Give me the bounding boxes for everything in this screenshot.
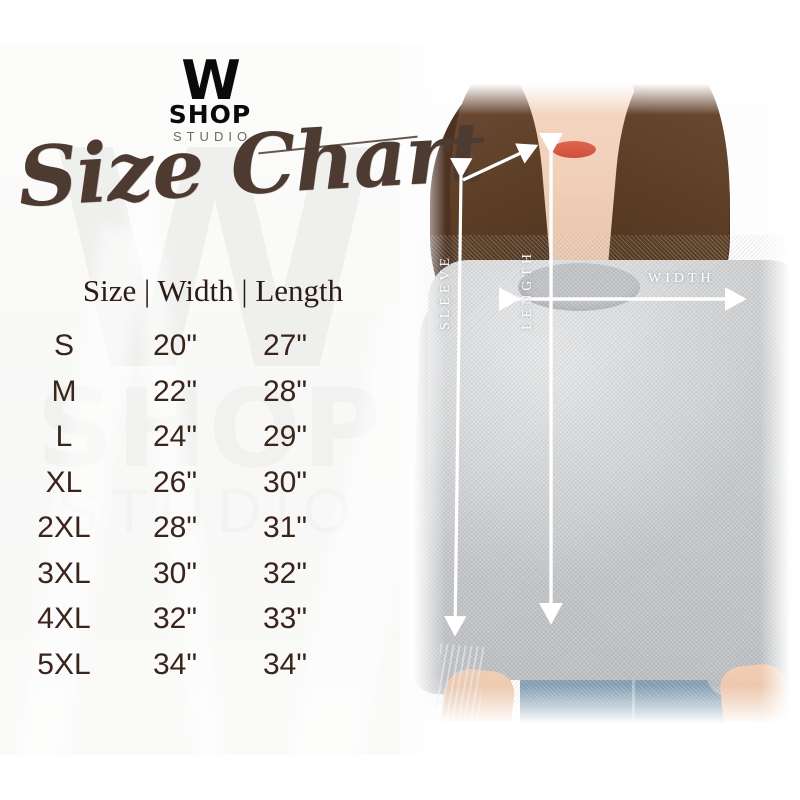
table-row: L 24" 29" <box>0 420 420 466</box>
size-table: Size | Width | Length S 20" 27" M 22" 28" L 24"… <box>0 275 420 693</box>
cell-size: XL <box>45 465 83 499</box>
cell-length: 32" <box>262 556 308 590</box>
table-row: 2XL 28" 31" <box>0 511 420 557</box>
table-row: M 22" 28" <box>0 375 420 421</box>
brand-logo: W SHOP STUDIO <box>0 49 420 145</box>
page-title: Size Chart <box>0 104 487 237</box>
photo-fade-right <box>760 45 800 755</box>
cell-width: 20" <box>152 329 198 362</box>
cell-width: 34" <box>152 647 198 681</box>
cell-length: 30" <box>262 465 308 499</box>
page-margin-bottom <box>0 755 800 800</box>
size-table-header: Size | Width | Length <box>82 273 344 308</box>
cell-length: 33" <box>262 602 308 635</box>
cell-size: L <box>55 420 73 453</box>
cell-width: 26" <box>152 465 198 499</box>
cell-length: 31" <box>262 511 308 544</box>
cell-size: S <box>53 329 74 362</box>
sweater-collar <box>518 263 640 311</box>
logo-studio-text: STUDIO <box>172 129 253 145</box>
cell-length: 27" <box>262 329 308 362</box>
table-row: 5XL 34" 34" <box>0 648 420 694</box>
cell-size: M <box>51 374 77 408</box>
table-row: 4XL 32" 33" <box>0 602 420 648</box>
cell-length: 28" <box>262 374 308 408</box>
cell-width: 30" <box>152 556 198 590</box>
photo-fade-bottom <box>400 685 800 755</box>
size-table-body: S 20" 27" M 22" 28" L 24" 29" XL 26" 30" 2XL 28" 31" 3X… <box>0 329 420 693</box>
cell-width: 32" <box>152 602 198 635</box>
photo-fade-top <box>400 45 800 115</box>
sweater-body <box>428 260 800 680</box>
logo-shop-text: SHOP <box>168 100 252 130</box>
cell-size: 4XL <box>37 602 91 635</box>
table-row: S 20" 27" <box>0 329 420 375</box>
cell-width: 28" <box>152 511 198 544</box>
model-lips <box>552 141 596 158</box>
page-title-script: Size Chart <box>15 104 488 226</box>
cell-size: 5XL <box>37 647 91 681</box>
cell-width: 22" <box>152 374 198 408</box>
cell-width: 24" <box>152 420 198 453</box>
cell-length: 29" <box>262 420 308 453</box>
page-margin-top <box>0 0 800 45</box>
cell-size: 2XL <box>37 511 91 544</box>
cell-length: 34" <box>262 647 308 681</box>
cell-size: 3XL <box>37 556 91 590</box>
table-row: 3XL 30" 32" <box>0 557 420 603</box>
logo-w-letter: W <box>181 49 241 112</box>
table-row: XL 26" 30" <box>0 466 420 512</box>
